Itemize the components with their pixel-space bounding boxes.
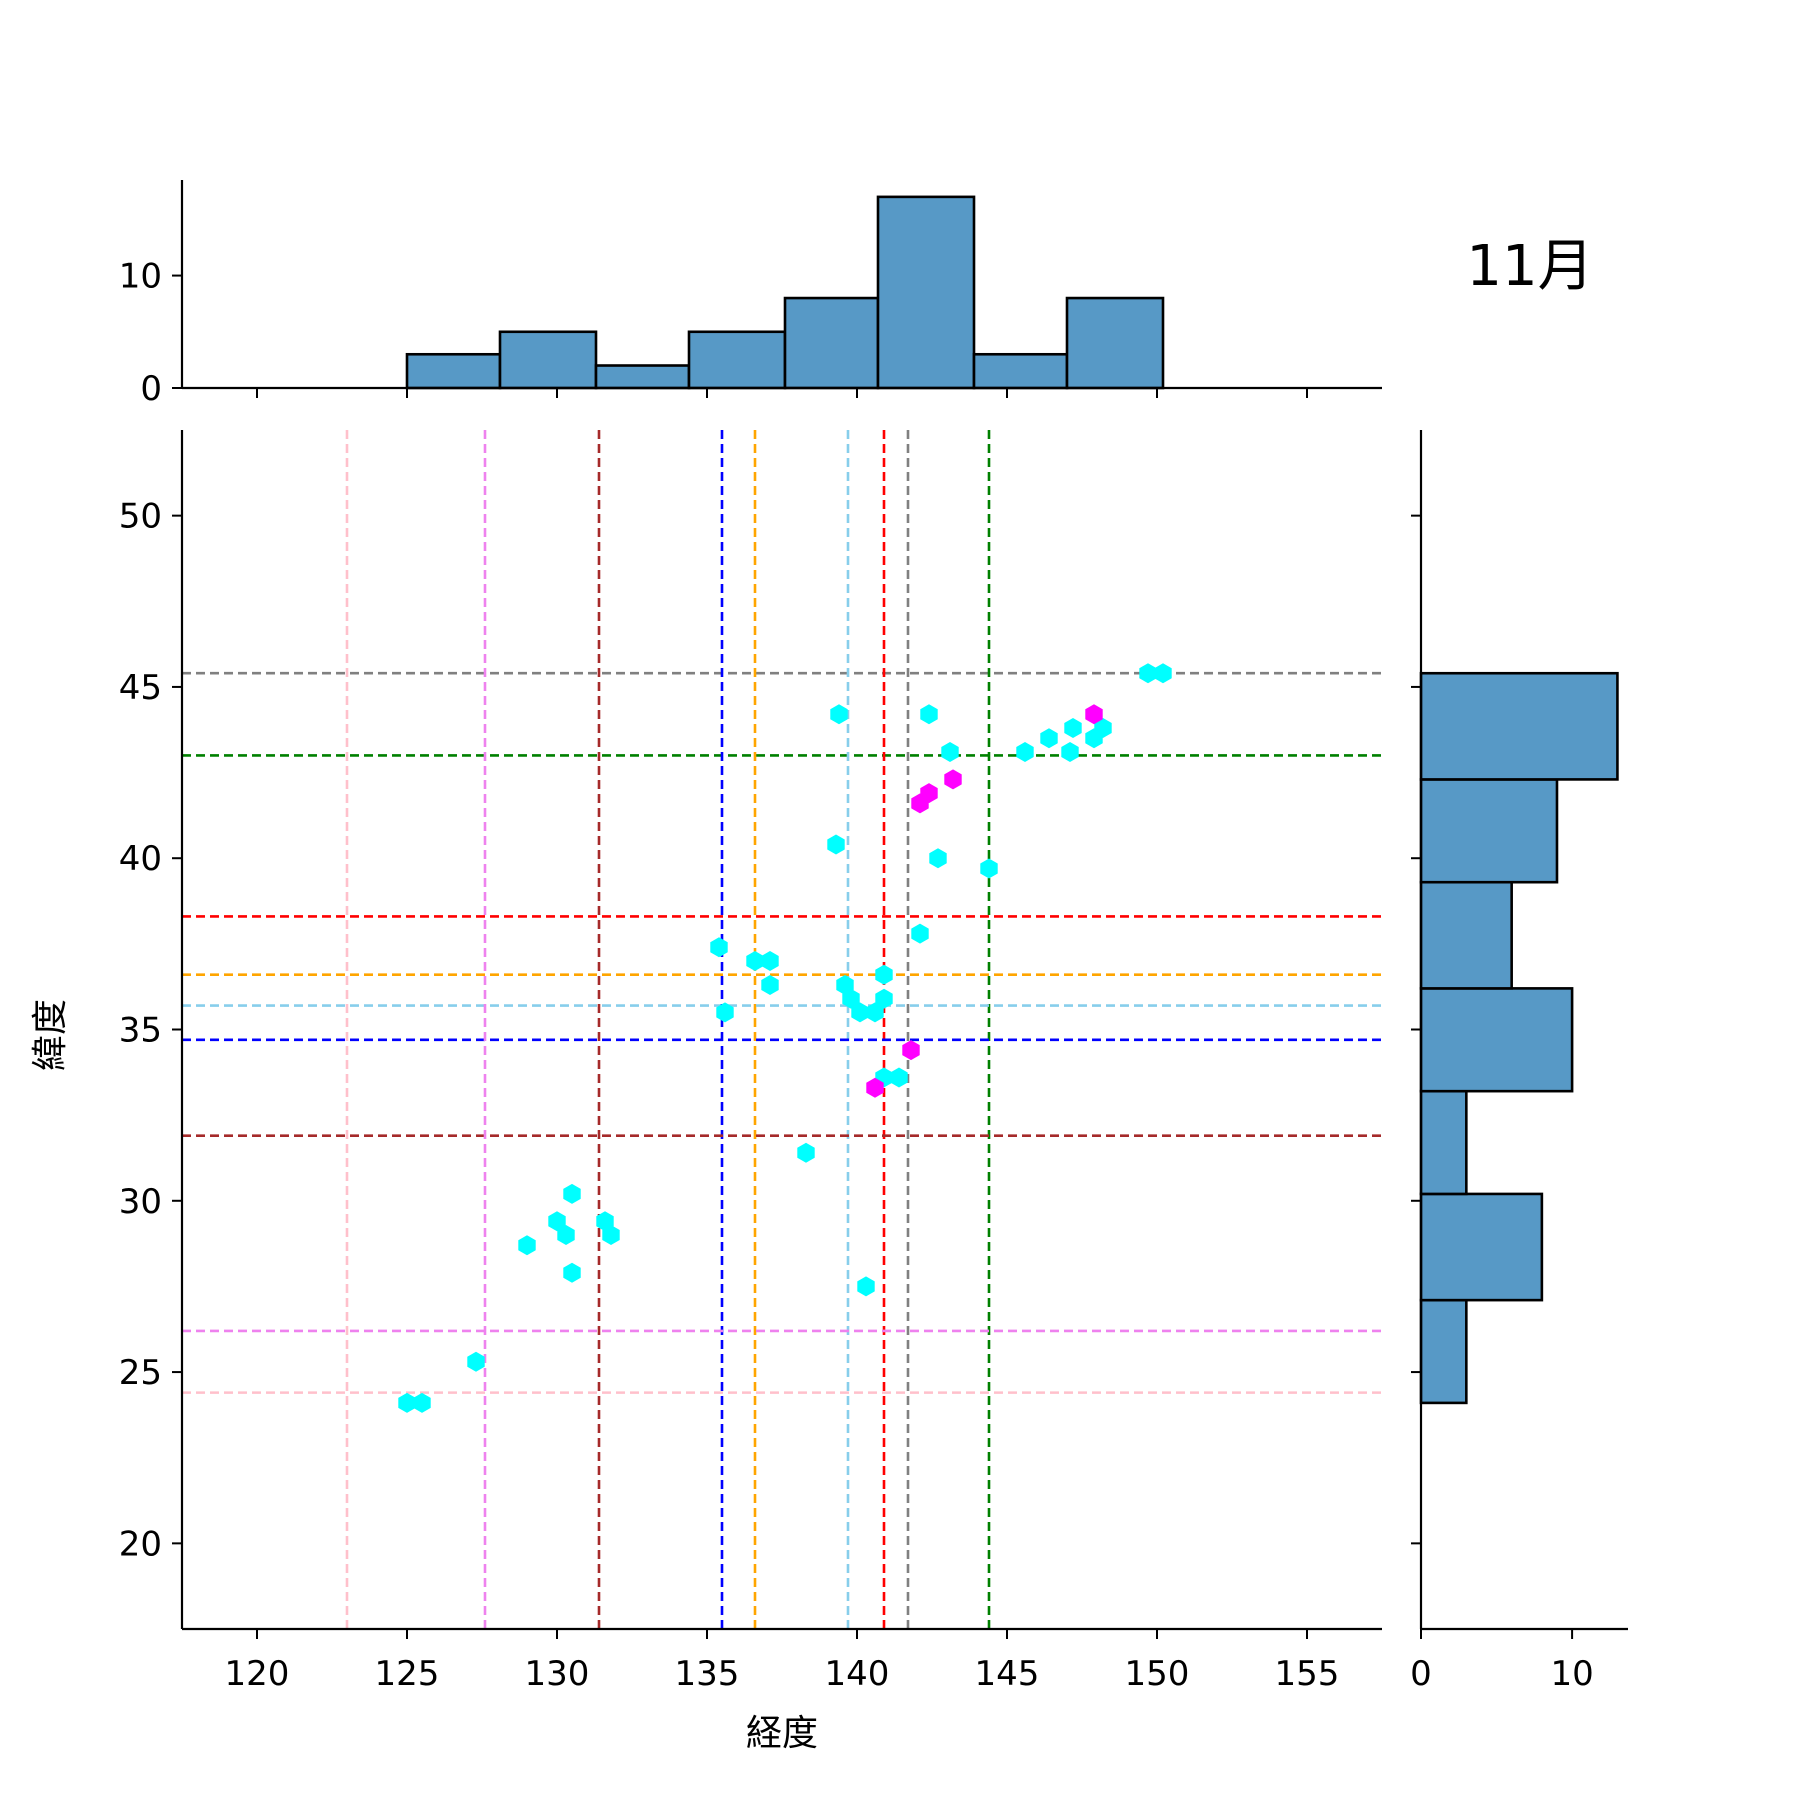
- scatter-point: [563, 1262, 581, 1283]
- right-histogram-tick-label: 0: [1410, 1654, 1432, 1694]
- y-tick-label: 20: [119, 1524, 162, 1564]
- scatter-point: [518, 1235, 536, 1256]
- top-histogram-bar: [876, 195, 976, 390]
- scatter-point: [842, 988, 860, 1009]
- scatter-point: [746, 951, 764, 971]
- top-histogram-bar: [405, 352, 502, 390]
- scatter-point: [1016, 742, 1034, 762]
- scatter-point: [875, 964, 893, 985]
- scatter-point: [920, 704, 938, 725]
- reference-lines: [182, 430, 1382, 1629]
- right-histogram-tick-label: 10: [1550, 1654, 1593, 1694]
- scatter-point: [857, 1276, 875, 1297]
- scatter-point: [548, 1211, 566, 1232]
- x-tick-label: 145: [975, 1654, 1040, 1694]
- scatter-point: [710, 937, 728, 958]
- scatter-point: [827, 834, 845, 855]
- y-tick-label: 40: [119, 839, 162, 879]
- top-histogram-tick-label: 10: [119, 257, 162, 297]
- scatter-point: [398, 1392, 416, 1413]
- main-axes: 120 125 130 135 140 145 150 155 20 25 30 35 40 45 50: [119, 430, 1382, 1694]
- chart-title: 11月: [1466, 234, 1593, 299]
- right-histogram-bar: [1419, 1089, 1468, 1196]
- scatter-point: [866, 1002, 884, 1023]
- scatter-point: [911, 923, 929, 944]
- y-axis-title: 緯度: [30, 999, 71, 1071]
- x-axis-title: 経度: [746, 1713, 818, 1754]
- x-tick-label: 125: [375, 1654, 440, 1694]
- y-tick-label: 25: [119, 1353, 162, 1393]
- top-histogram-tick-label: 0: [140, 369, 162, 409]
- y-tick-label: 35: [119, 1011, 162, 1051]
- right-histogram-bar: [1419, 1298, 1468, 1405]
- x-tick-label: 140: [825, 1654, 890, 1694]
- scatter-point: [944, 769, 962, 790]
- right-histogram-bar: [1419, 880, 1513, 990]
- scatter-point: [929, 848, 947, 869]
- scatter-point: [830, 704, 848, 725]
- right-histogram-bar: [1419, 778, 1559, 884]
- scatter-point: [1064, 718, 1082, 738]
- y-tick-label: 30: [119, 1182, 162, 1222]
- right-histogram-bar: [1419, 1192, 1544, 1302]
- y-tick-label: 50: [119, 497, 162, 537]
- top-histogram-bar: [594, 364, 691, 390]
- scatter-point: [761, 951, 779, 971]
- scatter-point: [890, 1067, 908, 1088]
- scatter-point: [602, 1225, 620, 1245]
- scatter-point: [797, 1142, 815, 1163]
- top-histogram: 0 10: [119, 180, 1382, 409]
- scatter-point: [911, 793, 929, 814]
- top-histogram-bar: [1065, 296, 1165, 390]
- scatter-point: [1061, 742, 1079, 762]
- scatter-point: [467, 1351, 485, 1372]
- scatter-point: [1085, 728, 1103, 749]
- scatter-point: [761, 975, 779, 995]
- scatter-point: [563, 1183, 581, 1204]
- scatter-point: [716, 1002, 734, 1023]
- scatter-point: [851, 1002, 869, 1023]
- scatter-point: [1085, 704, 1103, 725]
- scatter-point: [413, 1392, 431, 1413]
- x-tick-label: 120: [225, 1654, 290, 1694]
- scatter-point: [902, 1040, 920, 1061]
- scatter-point: [1040, 728, 1058, 749]
- x-tick-label: 130: [525, 1654, 590, 1694]
- scatter-point: [557, 1225, 575, 1245]
- top-histogram-bar: [498, 330, 598, 390]
- x-tick-label: 155: [1275, 1654, 1340, 1694]
- right-histogram-bar: [1419, 671, 1619, 781]
- scatter-point: [1154, 663, 1172, 684]
- x-tick-label: 150: [1125, 1654, 1190, 1694]
- x-tick-label: 135: [675, 1654, 740, 1694]
- scatter-point: [941, 742, 959, 762]
- scatter-point: [866, 1077, 884, 1098]
- scatter-point: [875, 988, 893, 1009]
- y-tick-label: 45: [119, 668, 162, 708]
- scatter-points: [398, 663, 1172, 1413]
- top-histogram-bar: [783, 296, 880, 390]
- scatter-point: [980, 858, 998, 879]
- top-histogram-bar: [687, 330, 787, 390]
- right-histogram: 0 10: [1410, 430, 1628, 1694]
- top-histogram-bar: [972, 352, 1069, 390]
- scatter-point: [1139, 663, 1157, 684]
- right-histogram-bar: [1419, 987, 1574, 1093]
